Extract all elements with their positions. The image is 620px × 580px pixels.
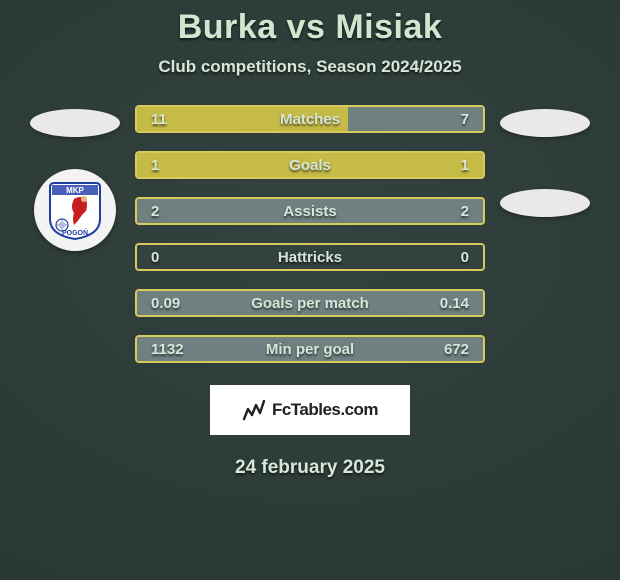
stat-value-right: 672 — [444, 341, 483, 358]
brand-text: FcTables.com — [272, 400, 378, 420]
stat-label: Min per goal — [137, 341, 483, 358]
stat-label: Assists — [137, 203, 483, 220]
player-left-placeholder — [30, 109, 120, 137]
player-right-placeholder-2 — [500, 189, 590, 217]
stat-row: 1Goals1 — [135, 151, 485, 179]
stat-label: Goals per match — [137, 295, 483, 312]
stat-value-right: 7 — [461, 111, 483, 128]
page-subtitle: Club competitions, Season 2024/2025 — [158, 57, 461, 77]
stat-row: 11Matches7 — [135, 105, 485, 133]
content-root: Burka vs Misiak Club competitions, Seaso… — [0, 0, 620, 580]
club-badge-left: MKP POGOŃ — [34, 169, 116, 251]
stat-row: 1132Min per goal672 — [135, 335, 485, 363]
brand-attribution: FcTables.com — [210, 385, 410, 435]
stat-label: Matches — [137, 111, 483, 128]
comparison-panel: MKP POGOŃ 11Matches7 1Goals1 2Assists2 0Hat… — [0, 105, 620, 363]
stat-row: 0Hattricks0 — [135, 243, 485, 271]
club-crest-icon: MKP POGOŃ — [44, 179, 106, 241]
player-right-column — [485, 105, 605, 217]
stat-value-right: 0 — [461, 249, 483, 266]
stat-value-right: 2 — [461, 203, 483, 220]
page-title: Burka vs Misiak — [178, 8, 443, 47]
stat-row: 2Assists2 — [135, 197, 485, 225]
player-right-placeholder-1 — [500, 109, 590, 137]
stat-value-right: 0.14 — [440, 295, 483, 312]
stats-column: 11Matches7 1Goals1 2Assists2 0Hattricks0 0.0… — [135, 105, 485, 363]
crest-bottom-text: POGOŃ — [62, 228, 88, 237]
brand-logo-icon — [242, 399, 266, 421]
stat-value-right: 1 — [461, 157, 483, 174]
stat-label: Hattricks — [137, 249, 483, 266]
stat-label: Goals — [137, 157, 483, 174]
stat-row: 0.09Goals per match0.14 — [135, 289, 485, 317]
player-left-column: MKP POGOŃ — [15, 105, 135, 251]
crest-banner-text: MKP — [66, 186, 84, 195]
date-line: 24 february 2025 — [235, 457, 385, 479]
